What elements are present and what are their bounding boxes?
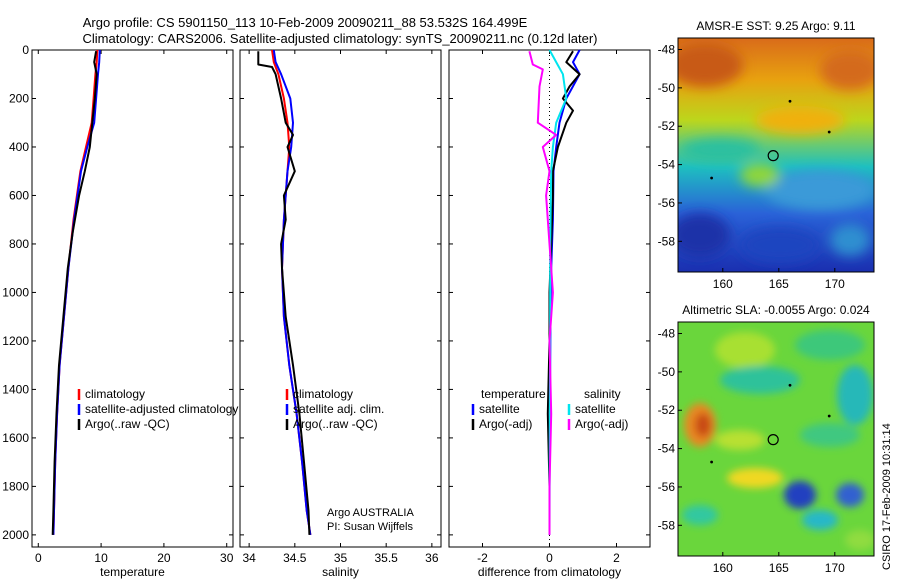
difference-xtick-label: 2	[613, 551, 620, 565]
series-temperature-argo-adj-	[546, 50, 581, 535]
temperature-xtick-label: 10	[94, 551, 108, 565]
difference-xlabel: difference from climatology	[478, 565, 621, 579]
sst_map-xtick-label: 160	[713, 277, 733, 291]
salinity-footnote: PI: Susan Wijffels	[327, 521, 413, 533]
salinity-xtick-label: 35.5	[375, 551, 399, 565]
temperature-xtick-label: 30	[220, 551, 234, 565]
sst_map-xtick-label: 170	[825, 277, 845, 291]
sla_map-ytick-label: -54	[658, 442, 676, 456]
sla_map-argo-marker	[767, 434, 779, 446]
sla_map-ytick-label: -50	[658, 365, 676, 379]
sst_map-ytick-label: -52	[658, 119, 676, 133]
sla_map-nearby-float	[710, 460, 713, 464]
sst_map-ytick-label: -50	[658, 81, 676, 95]
sst_map-nearby-float	[788, 99, 792, 103]
temperature-xtick-label: 20	[157, 551, 171, 565]
salinity-xtick-label: 34.5	[283, 551, 307, 565]
panel-sst_map: AMSR-E SST: 9.25 Argo: 9.11 160 165 170 -48 -…	[658, 19, 856, 291]
series-argo-raw-qc-	[257, 51, 311, 535]
sla_map-nearby-float	[788, 383, 792, 387]
sst_map-nearby-float	[827, 130, 831, 134]
temperature-ytick-label: 0	[22, 43, 29, 57]
salinity-xtick-label: 34	[242, 551, 256, 565]
credit-text: CSIRO 17-Feb-2009 10:31:14	[881, 423, 893, 570]
difference-legend-label-right: Argo(-adj)	[575, 417, 628, 431]
temperature-ytick-label: 2000	[2, 528, 29, 542]
difference-legend-title-right: salinity	[584, 387, 621, 401]
figure-title-line2: Climatology: CARS2006. Satellite-adjuste…	[83, 31, 598, 46]
difference-xtick-label: -2	[477, 551, 488, 565]
panel-sla_map: Altimetric SLA: -0.0055 Argo: 0.024 160 16…	[658, 303, 870, 575]
sst-map-field	[678, 38, 874, 272]
salinity-xtick-label: 35	[334, 551, 348, 565]
salinity-footnote: Argo AUSTRALIA	[327, 507, 414, 519]
sla_map-xtick-label: 170	[825, 561, 845, 575]
temperature-ytick-label: 800	[9, 237, 29, 251]
salinity-legend-label: satellite adj. clim.	[293, 402, 384, 416]
sla_map-nearby-float	[827, 414, 831, 418]
temperature-ytick-label: 1600	[2, 431, 29, 445]
panel-temperature: 0 10 20 30 0 200 400 600 800 1000 1200 1400 1600 1800…	[2, 43, 238, 579]
figure-title-line1: Argo profile: CS 5901150_113 10-Feb-2009…	[83, 15, 528, 30]
series-temperature-satellite	[548, 49, 581, 535]
temperature-ytick-label: 1200	[2, 334, 29, 348]
temperature-ytick-label: 400	[9, 140, 29, 154]
sla_map-xtick-label: 160	[713, 561, 733, 575]
difference-xtick-label: 0	[546, 551, 553, 565]
sla_map-ytick-label: -58	[658, 518, 676, 532]
sla-map-frame	[677, 321, 875, 557]
series-satellite-adj-clim-	[272, 49, 312, 536]
sla_map-ytick-label: -56	[658, 480, 676, 494]
temperature-xtick-label: 0	[35, 551, 42, 565]
salinity-legend-label: Argo(..raw -QC)	[293, 417, 378, 431]
difference-legend-label-left: Argo(-adj)	[479, 417, 532, 431]
sst_map-nearby-float	[710, 176, 713, 180]
difference-legend-title-left: temperature	[481, 387, 546, 401]
temperature-axes-frame	[31, 49, 234, 548]
salinity-xlabel: salinity	[322, 565, 359, 579]
temperature-ytick-label: 1800	[2, 479, 29, 493]
temperature-xlabel: temperature	[100, 565, 165, 579]
salinity-xtick-label: 36	[425, 551, 439, 565]
sst-map-frame	[677, 37, 875, 273]
sla_map-ytick-label: -48	[658, 327, 676, 341]
temperature-legend-label: satellite-adjusted climatology	[85, 402, 238, 416]
sst_map-ytick-label: -56	[658, 196, 676, 210]
sst_map-ytick-label: -58	[658, 234, 676, 248]
temperature-legend-label: climatology	[85, 387, 145, 401]
sst_map-xtick-label: 165	[769, 277, 789, 291]
salinity-legend-label: climatology	[293, 387, 353, 401]
difference-legend-label-right: satellite	[575, 402, 616, 416]
series-salinity-argo-adj-	[528, 50, 558, 535]
sla_map-title: Altimetric SLA: -0.0055 Argo: 0.024	[682, 303, 870, 317]
sst_map-ytick-label: -54	[658, 158, 676, 172]
temperature-ytick-label: 600	[9, 188, 29, 202]
panel-salinity: 34 34.5 35 35.5 36 salinity climatologysatelli…	[239, 49, 442, 579]
temperature-ytick-label: 1000	[2, 285, 29, 299]
temperature-legend-label: Argo(..raw -QC)	[85, 417, 170, 431]
salinity-axes-frame	[239, 49, 442, 548]
sla_map-ytick-label: -52	[658, 403, 676, 417]
series-climatology	[52, 49, 99, 535]
temperature-ytick-label: 200	[9, 91, 29, 105]
sla_map-xtick-label: 165	[769, 561, 789, 575]
sst_map-title: AMSR-E SST: 9.25 Argo: 9.11	[696, 19, 856, 33]
series-argo-raw-qc-	[51, 51, 98, 535]
temperature-ytick-label: 1400	[2, 382, 29, 396]
sst_map-ytick-label: -48	[658, 43, 676, 57]
sla-map-field	[678, 322, 874, 556]
difference-legend-label-left: satellite	[479, 402, 520, 416]
sst_map-argo-marker	[767, 150, 779, 162]
